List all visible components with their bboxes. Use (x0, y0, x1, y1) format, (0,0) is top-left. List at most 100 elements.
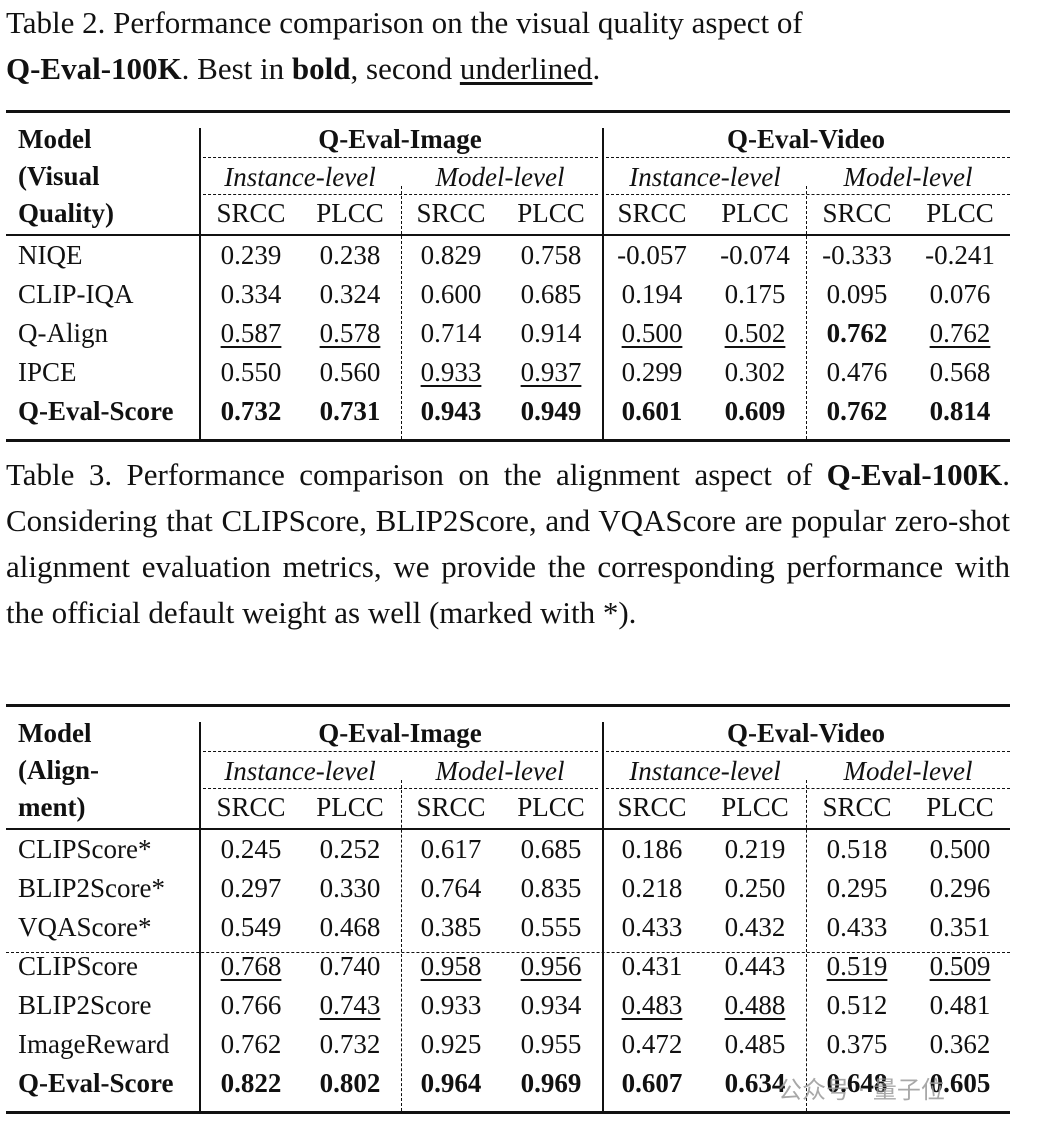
table3-bottom-rule (6, 1111, 1010, 1114)
table2-cell: 0.299 (621, 357, 683, 387)
table3-cell: 0.964 (420, 1068, 482, 1098)
table2-metric-6: SRCC (822, 198, 892, 228)
table2-cell: 0.175 (724, 279, 786, 309)
table3-cell: 0.743 (319, 990, 381, 1020)
table2-caption-prefix: Table 2. Performance comparison on the v… (6, 5, 803, 40)
table3-cell: 0.296 (929, 873, 991, 903)
table2-cell: 0.762 (826, 396, 888, 426)
table3-caption-prefix: Table 3. Performance comparison on the a… (6, 457, 813, 492)
table3-cell: 0.555 (520, 912, 582, 942)
table3-cell: 0.432 (724, 912, 786, 942)
table2-row-name: Q-Eval-Score (18, 396, 174, 426)
table3-row-name: CLIPScore* (18, 834, 152, 864)
table2-cell: 0.732 (220, 396, 282, 426)
table2-caption-mid: . Best in (181, 51, 292, 86)
table3-metric-6: SRCC (822, 792, 892, 822)
table3-cell: 0.925 (420, 1029, 482, 1059)
table2-cell: 0.933 (420, 357, 482, 387)
table2-cell: 0.334 (220, 279, 282, 309)
table3-level-instance-video: Instance-level (629, 756, 781, 786)
table2-cell: 0.076 (929, 279, 991, 309)
table3-level-model-video: Model-level (843, 756, 973, 786)
table2-metric-4: SRCC (617, 198, 687, 228)
table3-dvline-image (401, 780, 402, 1111)
table3-cell: 0.245 (220, 834, 282, 864)
table2-cell: 0.578 (319, 318, 381, 348)
table2-metric-7: PLCC (926, 198, 994, 228)
table3-cell: 0.549 (220, 912, 282, 942)
table3-cell: 0.958 (420, 951, 482, 981)
table2-level-instance-video: Instance-level (629, 162, 781, 192)
table2-row-name: NIQE (18, 240, 83, 270)
table3-cell: 0.956 (520, 951, 582, 981)
table3-cell: 0.500 (929, 834, 991, 864)
table2-cell: 0.194 (621, 279, 683, 309)
table2-row-name: IPCE (18, 357, 77, 387)
table3-cell: 0.822 (220, 1068, 282, 1098)
table2-row-name: Q-Align (18, 318, 108, 348)
table2-metric-5: PLCC (721, 198, 789, 228)
table2-dhline-image (203, 157, 598, 158)
table2-bottom-rule (6, 439, 1010, 442)
table3-metric-2: SRCC (416, 792, 486, 822)
table2-dvline-video (806, 186, 807, 439)
table2-cell: 0.937 (520, 357, 582, 387)
table3-dhline-image-2 (203, 788, 598, 789)
table2-caption: Table 2. Performance comparison on the v… (6, 0, 1010, 92)
table3-level-model-image: Model-level (435, 756, 565, 786)
table3-cell: 0.443 (724, 951, 786, 981)
table2-level-model-image: Model-level (435, 162, 565, 192)
table2-group-video: Q-Eval-Video (727, 124, 885, 154)
table3-model-header-2: ment) (18, 792, 86, 822)
table3-metric-1: PLCC (316, 792, 384, 822)
table3-cell: 0.218 (621, 873, 683, 903)
table2-cell: 0.476 (826, 357, 888, 387)
table3-group-separator (6, 952, 1010, 953)
table3-cell: 0.512 (826, 990, 888, 1020)
table3-cell: 0.933 (420, 990, 482, 1020)
table2-dhline-video-2 (606, 194, 1010, 195)
table3-group-image: Q-Eval-Image (318, 718, 482, 748)
table3-cell: 0.605 (929, 1068, 991, 1098)
table3-row-name: BLIP2Score* (18, 873, 165, 903)
table3-row-name: CLIPScore (18, 951, 138, 981)
table3-cell: 0.766 (220, 990, 282, 1020)
table3-dhline-video (606, 751, 1010, 752)
table3-dvline-video (806, 780, 807, 1111)
table2-cell: 0.500 (621, 318, 683, 348)
table3-metric-7: PLCC (926, 792, 994, 822)
table3-header-rule (6, 828, 1010, 830)
table2-cell: 0.762 (929, 318, 991, 348)
table3-cell: 0.186 (621, 834, 683, 864)
table3-cell: 0.472 (621, 1029, 683, 1059)
table2-caption-end: . (592, 51, 601, 86)
table3-metric-5: PLCC (721, 792, 789, 822)
table3-cell: 0.362 (929, 1029, 991, 1059)
table2-dhline-video (606, 157, 1010, 158)
table3-cell: 0.483 (621, 990, 683, 1020)
table2-cell: 0.762 (826, 318, 888, 348)
table3-caption-rest: . Considering that CLIPScore, BLIP2Score… (6, 457, 1011, 630)
table2-cell: 0.560 (319, 357, 381, 387)
table2-cell: 0.095 (826, 279, 888, 309)
table3-cell: 0.433 (621, 912, 683, 942)
table2-caption-mid2: , second (350, 51, 460, 86)
table3-cell: 0.802 (319, 1068, 381, 1098)
table3-level-instance-image: Instance-level (224, 756, 376, 786)
table2-model-header-0: Model (18, 124, 92, 154)
table2-caption-bold-word: bold (291, 51, 351, 86)
table2-cell: 0.829 (420, 240, 482, 270)
table3-dhline-video-2 (606, 788, 1010, 789)
table3-metric-0: SRCC (216, 792, 286, 822)
table3-row-name: BLIP2Score (18, 990, 152, 1020)
table2-cell: 0.814 (929, 396, 991, 426)
table2-caption-dataset: Q-Eval-100K (6, 51, 182, 86)
table3-vline-model (199, 722, 201, 1111)
table3-cell: 0.617 (420, 834, 482, 864)
table2-cell: 0.758 (520, 240, 582, 270)
table3-cell: 0.468 (319, 912, 381, 942)
table3-cell: 0.768 (220, 951, 282, 981)
table3-model-header-1: (Align- (18, 755, 99, 785)
table2-vline-model (199, 128, 201, 439)
table2-dhline-image-2 (203, 194, 598, 195)
